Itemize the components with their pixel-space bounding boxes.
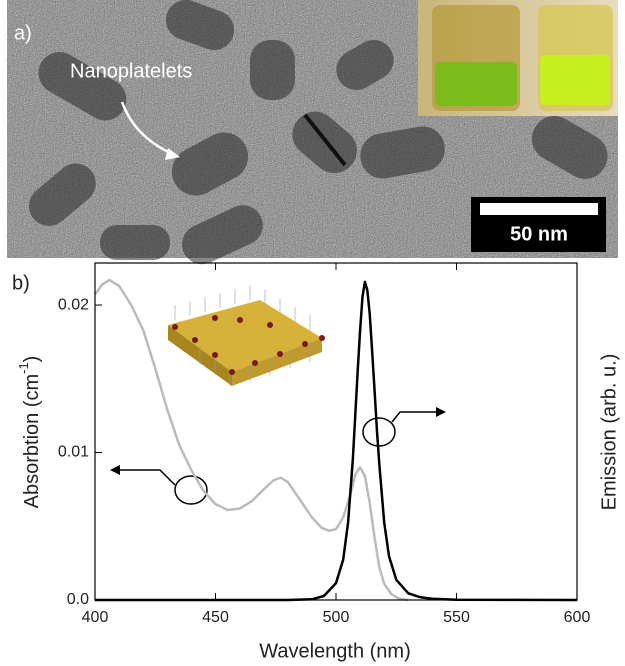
curve-marker — [363, 418, 395, 446]
series-line — [95, 282, 577, 600]
y-tick-label: 0.01 — [58, 444, 89, 461]
vial-liquid — [435, 62, 517, 106]
molecule-illustration — [168, 285, 325, 386]
panel-label: b) — [12, 272, 30, 294]
axis-arrow — [392, 412, 440, 422]
panel-label: a) — [14, 22, 32, 44]
y2-axis-label: Emission (arb. u.) — [598, 354, 620, 511]
axes-frame — [95, 263, 577, 600]
x-tick-label: 600 — [564, 609, 591, 626]
y-axis-label: Absorbtion (cm-1) — [16, 356, 43, 509]
y-tick-label: 0.0 — [67, 591, 89, 608]
x-axis-label: Wavelength (nm) — [259, 640, 411, 662]
tem-image: a) Nanoplatelets 50 nm — [7, 0, 618, 271]
scale-bar — [480, 203, 598, 215]
y-axis-label-text: ) — [21, 356, 43, 363]
x-tick-label: 500 — [323, 609, 350, 626]
y-axis-label-exponent: -1 — [16, 362, 31, 374]
axis-arrow — [112, 470, 175, 485]
vial-liquid — [540, 55, 610, 105]
scale-bar-label: 50 nm — [510, 223, 568, 245]
y-axis-label-text: Absorbtion (cm — [21, 374, 43, 509]
figure: a) Nanoplatelets 50 nm b) Wavelength (nm… — [0, 0, 625, 666]
x-tick-label: 400 — [82, 609, 109, 626]
annotation: Nanoplatelets — [70, 60, 192, 82]
x-tick-label: 450 — [202, 609, 229, 626]
arrow-head — [436, 407, 446, 417]
arrow-head — [110, 465, 120, 475]
x-tick-label: 550 — [443, 609, 470, 626]
plot-area — [95, 280, 577, 600]
y-tick-label: 0.02 — [58, 296, 89, 313]
annotations — [110, 407, 446, 504]
